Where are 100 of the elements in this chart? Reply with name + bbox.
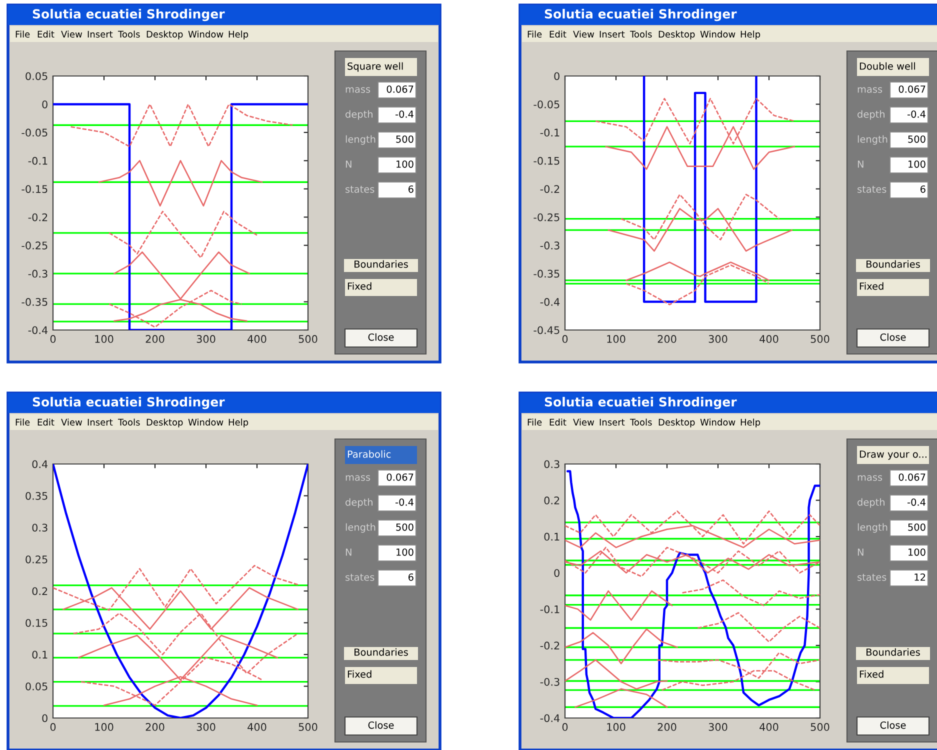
x-tick-label: 0: [50, 723, 56, 731]
text: 12: [914, 573, 926, 581]
text: -0.4: [396, 498, 414, 506]
x-tick-label: 0: [562, 335, 568, 343]
text: -0.4: [908, 110, 926, 118]
text: 100: [396, 160, 414, 168]
text: mass: [346, 87, 370, 93]
x-tick-label: 300: [196, 335, 216, 343]
y-tick-label: 0: [42, 100, 48, 108]
text: 500: [396, 523, 414, 531]
y-tick-label: 0.3: [544, 460, 560, 468]
y-tick-label: -0.45: [534, 326, 560, 334]
chart-title: Solutia ecuatiei Shrodinger: [544, 396, 737, 410]
text: depth: [858, 498, 884, 508]
text: 500: [908, 523, 926, 531]
text: Insert: [88, 418, 113, 426]
text: View: [573, 418, 594, 426]
text: Fixed: [348, 282, 372, 290]
y-tick-label: 0.05: [26, 72, 48, 80]
text: File: [16, 418, 30, 426]
text: File: [528, 418, 542, 426]
chart-title: Solutia ecuatiei Shrodinger: [544, 8, 737, 22]
line-series: [682, 579, 820, 606]
text: Boundaries: [866, 260, 920, 268]
text: 6: [920, 185, 926, 193]
text: Square well: [348, 62, 403, 72]
y-tick-label: -0.25: [534, 213, 560, 222]
text: Fixed: [348, 670, 372, 678]
y-tick-label: 0.2: [544, 496, 560, 504]
text: Tools: [630, 30, 652, 38]
text: Tools: [118, 418, 140, 426]
y-tick-label: 0.1: [32, 650, 48, 659]
line-series: [565, 590, 673, 621]
line-series: [565, 510, 820, 545]
text: Draw your o...: [860, 450, 926, 460]
x-tick-label: 500: [298, 335, 318, 343]
text: Insert: [600, 30, 625, 38]
y-tick-label: 0.3: [32, 524, 48, 532]
y-tick-label: -0.35: [22, 298, 48, 306]
x-tick-label: 300: [708, 723, 728, 731]
line-series: [565, 628, 678, 664]
text: Window: [700, 30, 736, 38]
x-tick-label: 400: [248, 723, 266, 731]
text: Double well: [860, 62, 915, 70]
x-tick-label: 500: [810, 723, 830, 731]
y-tick-label: -0.2: [540, 185, 560, 193]
text: length: [346, 135, 376, 145]
text: Parabolic: [348, 450, 391, 458]
text: -0.4: [908, 498, 926, 506]
text: 6: [408, 185, 414, 193]
text: depth: [346, 110, 372, 120]
text: 100: [908, 548, 926, 556]
text: states: [858, 186, 886, 193]
x-tick-label: 100: [607, 335, 626, 343]
text: Fixed: [860, 282, 884, 290]
text: N: [346, 160, 352, 168]
x-tick-label: 200: [146, 723, 164, 731]
text: 0.067: [386, 85, 414, 93]
text: Window: [188, 30, 224, 38]
y-tick-label: 0.1: [544, 532, 560, 541]
text: states: [346, 574, 374, 581]
y-tick-label: -0.1: [540, 605, 560, 614]
y-tick-label: -0.3: [28, 270, 48, 278]
y-tick-label: -0.2: [28, 213, 48, 222]
text: View: [61, 30, 82, 38]
y-tick-label: -0.15: [22, 185, 48, 193]
text: Insert: [88, 30, 113, 38]
y-tick-label: 0.15: [26, 618, 48, 627]
y-tick-label: -0.4: [540, 298, 560, 306]
text: Window: [188, 418, 224, 426]
text: length: [346, 523, 376, 533]
y-tick-label: -0.3: [540, 678, 560, 686]
x-tick-label: 200: [658, 335, 676, 343]
x-tick-label: 300: [196, 723, 216, 731]
text: Close: [880, 721, 906, 729]
text: mass: [858, 87, 882, 93]
text: Tools: [118, 30, 140, 38]
x-tick-label: 0: [562, 723, 568, 731]
x-tick-label: 200: [658, 723, 676, 731]
y-tick-label: -0.1: [540, 128, 560, 137]
text: Close: [368, 333, 394, 341]
chart-title: Solutia ecuatiei Shrodinger: [32, 8, 225, 22]
text: N: [346, 548, 352, 556]
y-tick-label: -0.4: [28, 326, 48, 334]
text: File: [16, 30, 30, 38]
line-series: [98, 160, 263, 207]
y-tick-label: -0.3: [540, 242, 560, 250]
line-series: [70, 104, 294, 148]
y-tick-label: -0.25: [22, 242, 48, 250]
text: depth: [346, 498, 372, 508]
x-tick-label: 300: [708, 335, 728, 343]
text: mass: [346, 475, 370, 481]
y-tick-label: 0.25: [26, 555, 48, 564]
text: Edit: [550, 418, 566, 426]
text: depth: [858, 110, 884, 120]
chart-title: Solutia ecuatiei Shrodinger: [32, 396, 225, 410]
text: Desktop: [146, 418, 183, 428]
text: 0.067: [386, 473, 414, 481]
text: Insert: [600, 418, 625, 426]
text: mass: [858, 475, 882, 481]
